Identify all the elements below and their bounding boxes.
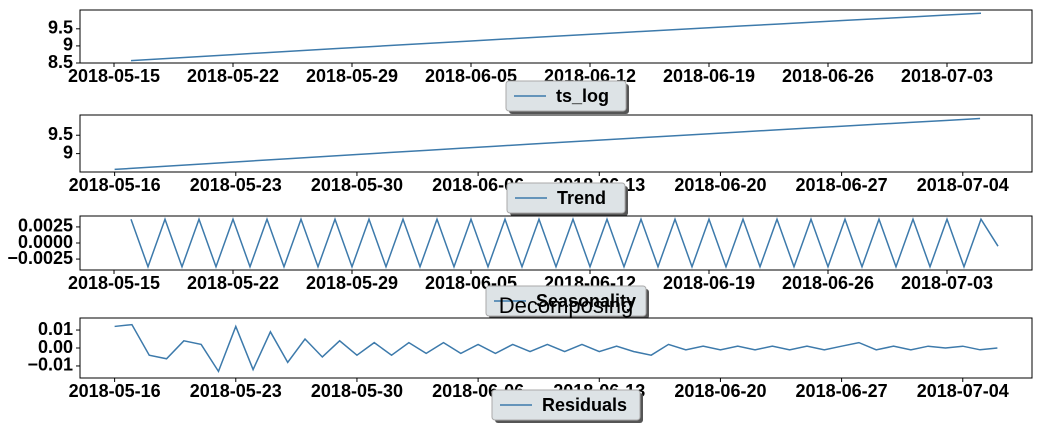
legend-box [505,80,627,112]
x-tick-label: 2018-06-19 [663,66,755,86]
y-tick-label: 0.01 [38,319,73,339]
x-tick-label: 2018-06-26 [782,273,874,293]
x-tick-label: 2018-05-29 [306,66,398,86]
legend-label: Seasonality [536,291,636,311]
x-tick-label: 2018-05-16 [69,175,161,195]
legend-box [506,182,626,214]
x-tick-label: 2018-05-15 [68,66,160,86]
x-tick-label: 2018-06-20 [674,381,766,401]
legend: Trend [506,182,628,216]
x-tick-label: 2018-06-05 [425,66,517,86]
y-tick-label: 0.0000 [18,232,73,252]
line [130,12,982,62]
x-tick-label: 2018-05-29 [306,273,398,293]
line [130,216,999,270]
x-tick-label: 2018-05-15 [68,273,160,293]
x-tick-label: 2018-07-03 [901,273,993,293]
legend-label: ts_log [556,86,609,106]
line [114,117,981,171]
x-tick-label: 2018-06-26 [782,66,874,86]
axes-frame [79,215,1033,271]
legend-label: Trend [557,188,606,208]
x-tick-label: 2018-06-27 [796,175,888,195]
x-tick-label: 2018-06-20 [674,175,766,195]
y-tick-label: −0.01 [27,355,73,375]
legend-box [491,389,641,421]
y-tick-label: 9 [63,35,73,55]
legend-box [485,285,647,317]
x-tick-label: 2018-07-03 [901,66,993,86]
legend-label: Residuals [542,395,627,415]
x-tick-label: 2018-05-22 [187,66,279,86]
x-tick-label: 2018-05-23 [190,381,282,401]
figure-title: Decomposing [499,293,634,318]
x-tick-label: 2018-05-16 [69,381,161,401]
y-tick-label: 0.0025 [18,216,73,236]
x-tick-label: 2018-05-30 [311,381,403,401]
line [114,323,998,373]
x-tick-label: 2018-06-27 [796,381,888,401]
y-tick-label: 9.5 [48,18,73,38]
y-tick-label: 9 [63,142,73,162]
legend: Residuals [491,389,643,423]
y-tick-label: 8.5 [48,52,73,72]
x-tick-label: 2018-06-06 [432,175,524,195]
x-tick-label: 2018-05-22 [187,273,279,293]
y-tick-label: 9.5 [48,124,73,144]
legend: ts_log [505,80,629,114]
legend: Seasonality [485,285,649,319]
x-tick-label: 2018-07-04 [917,175,1009,195]
x-tick-label: 2018-05-30 [311,175,403,195]
x-tick-label: 2018-05-23 [190,175,282,195]
y-tick-label: 0.00 [38,337,73,357]
y-tick-label: −0.0025 [7,248,73,268]
x-tick-label: 2018-07-04 [917,381,1009,401]
x-tick-label: 2018-06-19 [663,273,755,293]
